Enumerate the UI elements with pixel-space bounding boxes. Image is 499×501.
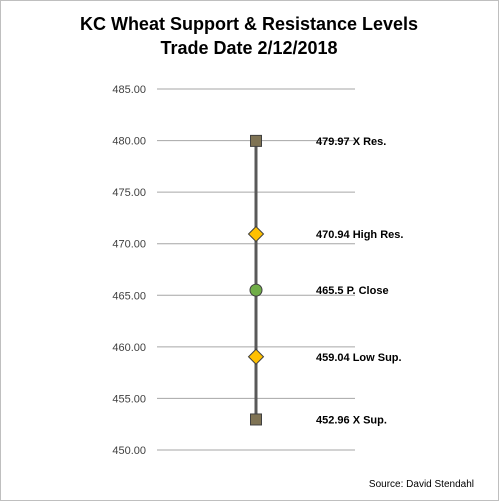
level-label: 470.94 High Res. bbox=[316, 229, 403, 241]
square-marker bbox=[250, 413, 262, 426]
y-axis-tick-labels: 485.00 480.00 475.00 470.00 465.00 460.00 455.… bbox=[112, 84, 146, 457]
chart-title-line1: KC Wheat Support & Resistance Levels bbox=[80, 14, 418, 34]
level-label: 459.04 Low Sup. bbox=[316, 352, 402, 364]
square-marker bbox=[250, 134, 262, 147]
y-tick-label: 485.00 bbox=[112, 84, 146, 96]
source-note: Source: David Stendahl bbox=[369, 479, 474, 490]
y-tick-label: 455.00 bbox=[112, 393, 146, 405]
y-tick-label: 470.00 bbox=[112, 239, 146, 251]
chart-title-line2: Trade Date 2/12/2018 bbox=[160, 38, 337, 58]
y-tick-label: 480.00 bbox=[112, 136, 146, 148]
y-tick-label: 460.00 bbox=[112, 342, 146, 354]
level-label: 479.97 X Res. bbox=[316, 136, 386, 148]
level-labels: 479.97 X Res. 470.94 High Res. 465.5 P. Cl… bbox=[316, 136, 403, 427]
y-tick-label: 465.00 bbox=[112, 290, 146, 302]
y-tick-label: 475.00 bbox=[112, 187, 146, 199]
y-tick-label: 450.00 bbox=[112, 445, 146, 457]
diamond-marker bbox=[247, 225, 265, 243]
circle-marker bbox=[249, 283, 263, 297]
level-markers bbox=[247, 134, 265, 426]
diamond-marker bbox=[247, 348, 265, 365]
level-label: 465.5 P. Close bbox=[316, 285, 389, 297]
level-label: 452.96 X Sup. bbox=[316, 414, 387, 426]
